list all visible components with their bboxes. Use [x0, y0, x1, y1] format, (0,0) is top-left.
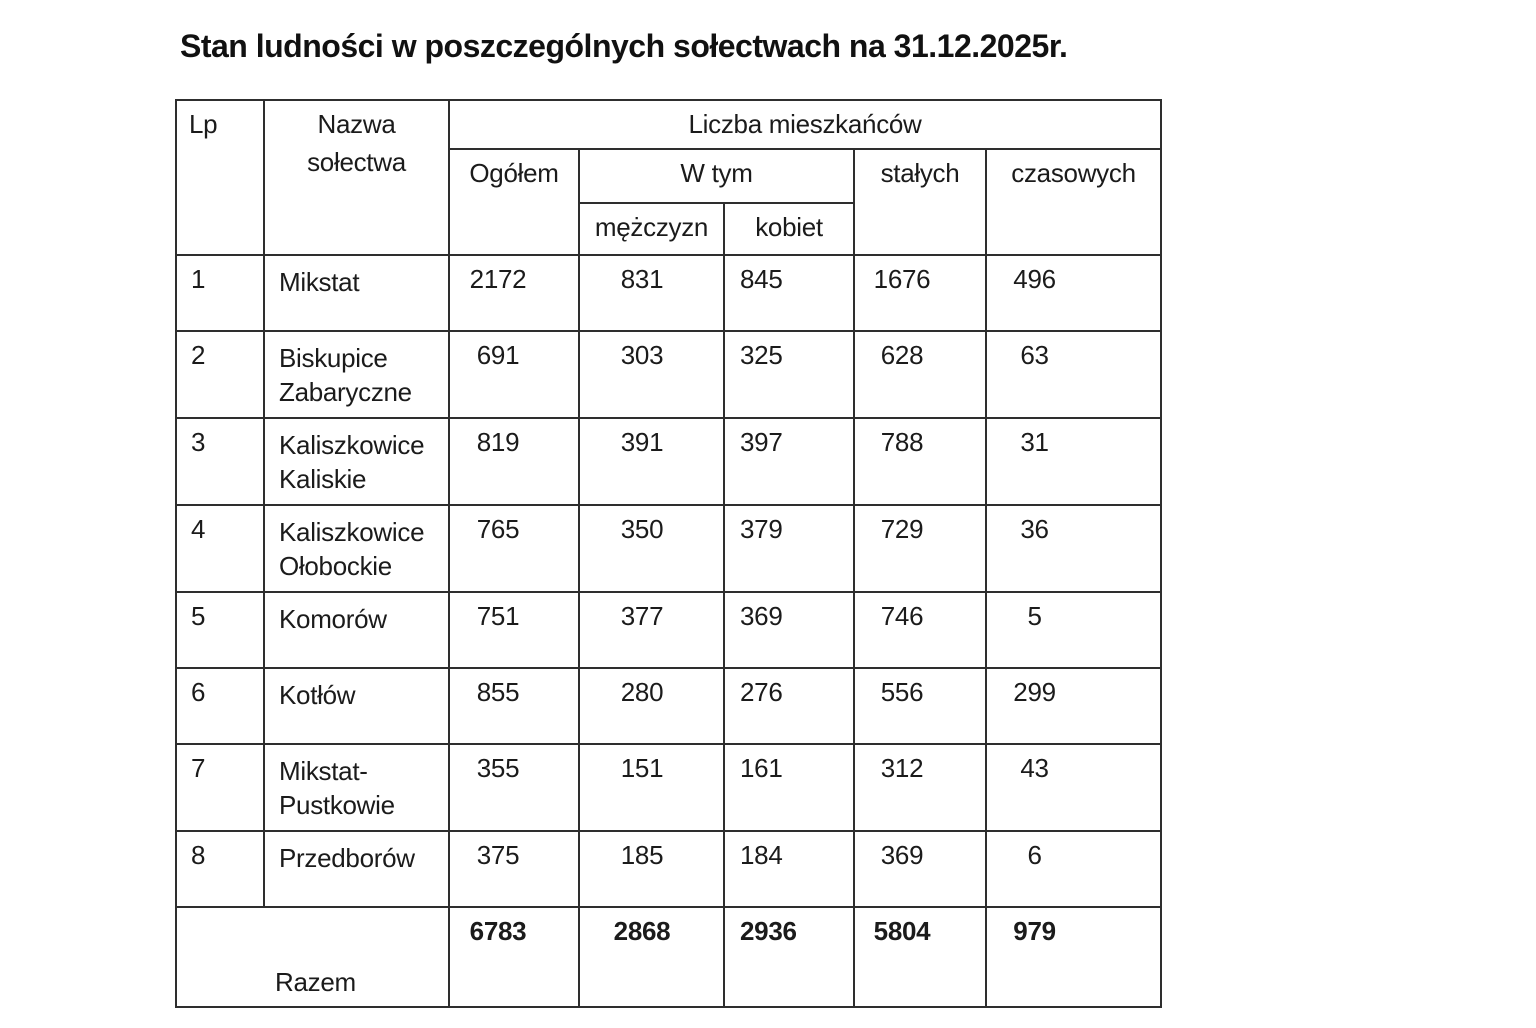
summary-row: Razem 6783 2868 2936 5804 979	[175, 906, 1163, 1008]
table-row: 4 Kaliszkowice Ołobockie 765 350 379 729…	[175, 504, 1163, 593]
name-cell: Mikstat-Pustkowie	[263, 743, 450, 832]
summary-temporary-cell: 979	[984, 906, 1163, 1008]
col-header-women: kobiet	[723, 202, 855, 256]
permanent-cell: 628	[853, 330, 987, 419]
temporary-cell: 31	[984, 417, 1163, 506]
temporary-cell: 6	[984, 830, 1163, 908]
name-cell: Mikstat	[263, 254, 450, 332]
women-cell: 276	[723, 667, 855, 745]
lp-cell: 5	[175, 591, 265, 669]
lp-cell: 7	[175, 743, 265, 832]
name-cell: Biskupice Zabaryczne	[263, 330, 450, 419]
women-cell: 845	[723, 254, 855, 332]
col-header-temporary: czasowych	[984, 148, 1163, 256]
table-row: 7 Mikstat-Pustkowie 355 151 161 312 43	[175, 743, 1163, 832]
women-cell: 379	[723, 504, 855, 593]
men-cell: 377	[578, 591, 725, 669]
total-cell: 355	[448, 743, 580, 832]
col-header-lp: Lp	[175, 99, 265, 256]
summary-women-cell: 2936	[723, 906, 855, 1008]
men-cell: 391	[578, 417, 725, 506]
total-cell: 375	[448, 830, 580, 908]
women-cell: 184	[723, 830, 855, 908]
population-table: Lp Nazwa sołectwa Liczba mieszkańców Ogó…	[175, 99, 1163, 1008]
lp-cell: 1	[175, 254, 265, 332]
summary-label-cell: Razem	[175, 906, 450, 1008]
summary-men-cell: 2868	[578, 906, 725, 1008]
summary-permanent-cell: 5804	[853, 906, 987, 1008]
total-cell: 691	[448, 330, 580, 419]
permanent-cell: 1676	[853, 254, 987, 332]
total-cell: 819	[448, 417, 580, 506]
lp-cell: 8	[175, 830, 265, 908]
temporary-cell: 5	[984, 591, 1163, 669]
table-row: 2 Biskupice Zabaryczne 691 303 325 628 6…	[175, 330, 1163, 419]
women-cell: 161	[723, 743, 855, 832]
men-cell: 303	[578, 330, 725, 419]
temporary-cell: 496	[984, 254, 1163, 332]
col-header-subgroup: W tym	[578, 148, 855, 204]
temporary-cell: 43	[984, 743, 1163, 832]
col-header-men: mężczyzn	[578, 202, 725, 256]
men-cell: 831	[578, 254, 725, 332]
header-row-3: mężczyzn kobiet	[176, 202, 1161, 256]
permanent-cell: 556	[853, 667, 987, 745]
col-header-name-line2: sołectwa	[307, 147, 406, 177]
header-row-1: Lp Nazwa sołectwa Liczba mieszkańców	[175, 99, 1163, 256]
men-cell: 280	[578, 667, 725, 745]
temporary-cell: 36	[984, 504, 1163, 593]
header-row-2: Ogółem W tym stałych czasowych	[176, 148, 1163, 256]
name-cell: Kotłów	[263, 667, 450, 745]
page-title: Stan ludności w poszczególnych sołectwac…	[180, 28, 1068, 64]
women-cell: 325	[723, 330, 855, 419]
temporary-cell: 63	[984, 330, 1163, 419]
col-header-group: Liczba mieszkańców	[447, 99, 1163, 150]
name-cell: Komorów	[263, 591, 450, 669]
permanent-cell: 788	[853, 417, 987, 506]
men-cell: 185	[578, 830, 725, 908]
women-cell: 397	[723, 417, 855, 506]
col-header-name: Nazwa sołectwa	[263, 99, 450, 256]
name-cell: Kaliszkowice Kaliskie	[263, 417, 450, 506]
table-row: 1 Mikstat 2172 831 845 1676 496	[175, 254, 1163, 332]
total-cell: 2172	[448, 254, 580, 332]
lp-cell: 2	[175, 330, 265, 419]
total-cell: 751	[448, 591, 580, 669]
table-row: 3 Kaliszkowice Kaliskie 819 391 397 788 …	[175, 417, 1163, 506]
table-row: 6 Kotłów 855 280 276 556 299	[175, 667, 1163, 745]
permanent-cell: 746	[853, 591, 987, 669]
table-row: 5 Komorów 751 377 369 746 5	[175, 591, 1163, 669]
summary-total-cell: 6783	[448, 906, 580, 1008]
col-header-permanent: stałych	[853, 148, 987, 256]
permanent-cell: 312	[853, 743, 987, 832]
temporary-cell: 299	[984, 667, 1163, 745]
total-cell: 855	[448, 667, 580, 745]
name-cell: Przedborów	[263, 830, 450, 908]
permanent-cell: 369	[853, 830, 987, 908]
total-cell: 765	[448, 504, 580, 593]
women-cell: 369	[723, 591, 855, 669]
men-cell: 350	[578, 504, 725, 593]
lp-cell: 6	[175, 667, 265, 745]
table-row: 8 Przedborów 375 185 184 369 6	[175, 830, 1163, 908]
col-header-total: Ogółem	[448, 148, 580, 256]
permanent-cell: 729	[853, 504, 987, 593]
name-cell: Kaliszkowice Ołobockie	[263, 504, 450, 593]
lp-cell: 4	[175, 504, 265, 593]
men-cell: 151	[578, 743, 725, 832]
lp-cell: 3	[175, 417, 265, 506]
col-header-name-line1: Nazwa	[317, 109, 396, 139]
